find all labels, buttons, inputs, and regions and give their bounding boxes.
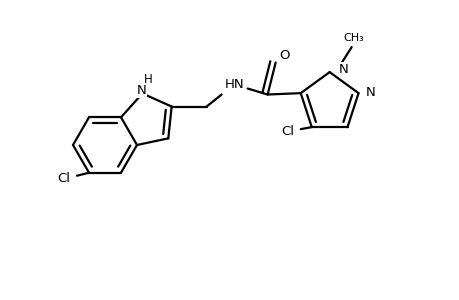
Text: N: N (338, 63, 348, 76)
Text: N: N (365, 85, 375, 99)
Text: H: H (144, 73, 152, 86)
Text: HN: HN (224, 78, 244, 91)
Text: N: N (136, 84, 146, 97)
Text: Cl: Cl (57, 172, 70, 185)
Text: Cl: Cl (280, 124, 294, 138)
Text: O: O (279, 49, 289, 62)
Text: CH₃: CH₃ (342, 33, 363, 43)
